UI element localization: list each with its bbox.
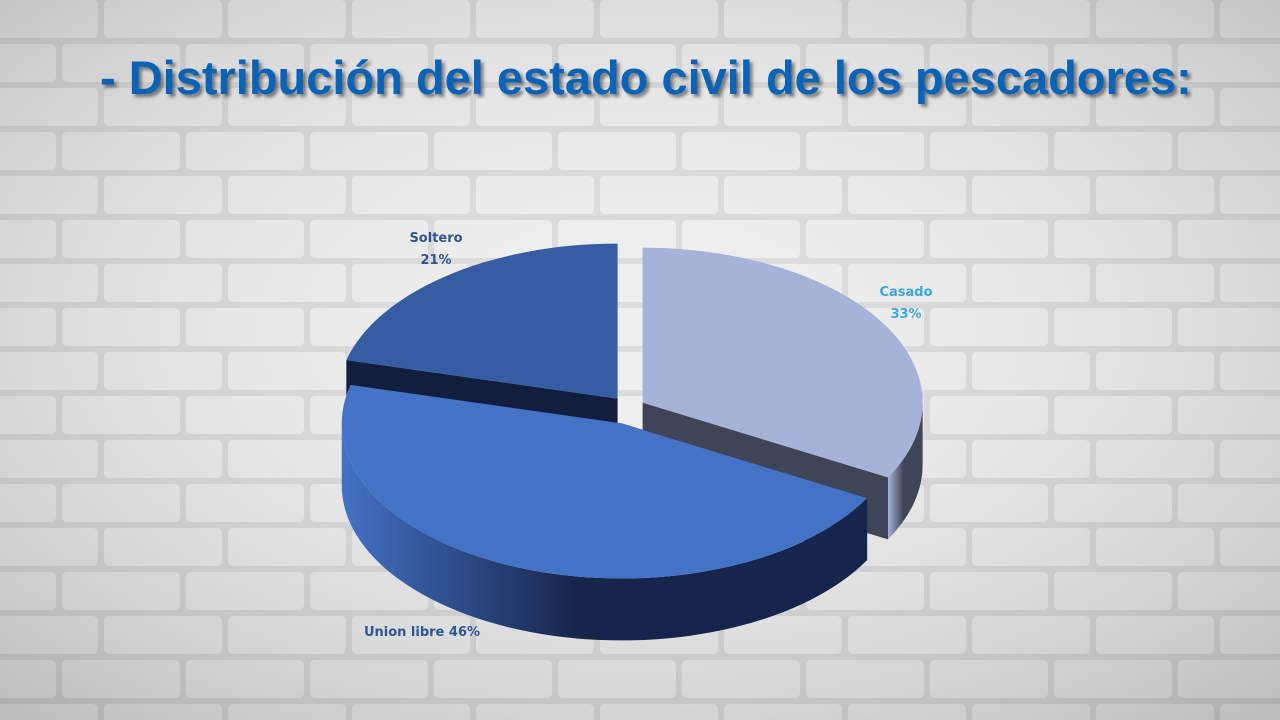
- pie-slice-casado: [642, 247, 923, 478]
- label-value-soltero: 21%: [420, 253, 451, 268]
- slide-title: - Distribución del estado civil de los p…: [100, 51, 1192, 104]
- label-name-union-libre: Union libre: [364, 625, 445, 640]
- label-casado: Casado 33%: [879, 285, 932, 322]
- pie-slice-side-union-libre: [341, 423, 868, 641]
- pie-slice-soltero: [346, 243, 618, 399]
- label-value-casado: 33%: [890, 307, 921, 322]
- label-union-libre: Union libre 46%: [364, 625, 480, 640]
- label-value-union-libre: 46%: [444, 625, 480, 640]
- pie-slice-union-libre: [341, 384, 868, 579]
- label-soltero: Soltero 21%: [409, 231, 462, 268]
- label-name-casado: Casado: [879, 285, 932, 300]
- svg-text:Union libre 46%: Union libre 46%: [364, 625, 480, 640]
- label-name-soltero: Soltero: [409, 231, 462, 246]
- pie-slice-side-casado: [887, 402, 923, 540]
